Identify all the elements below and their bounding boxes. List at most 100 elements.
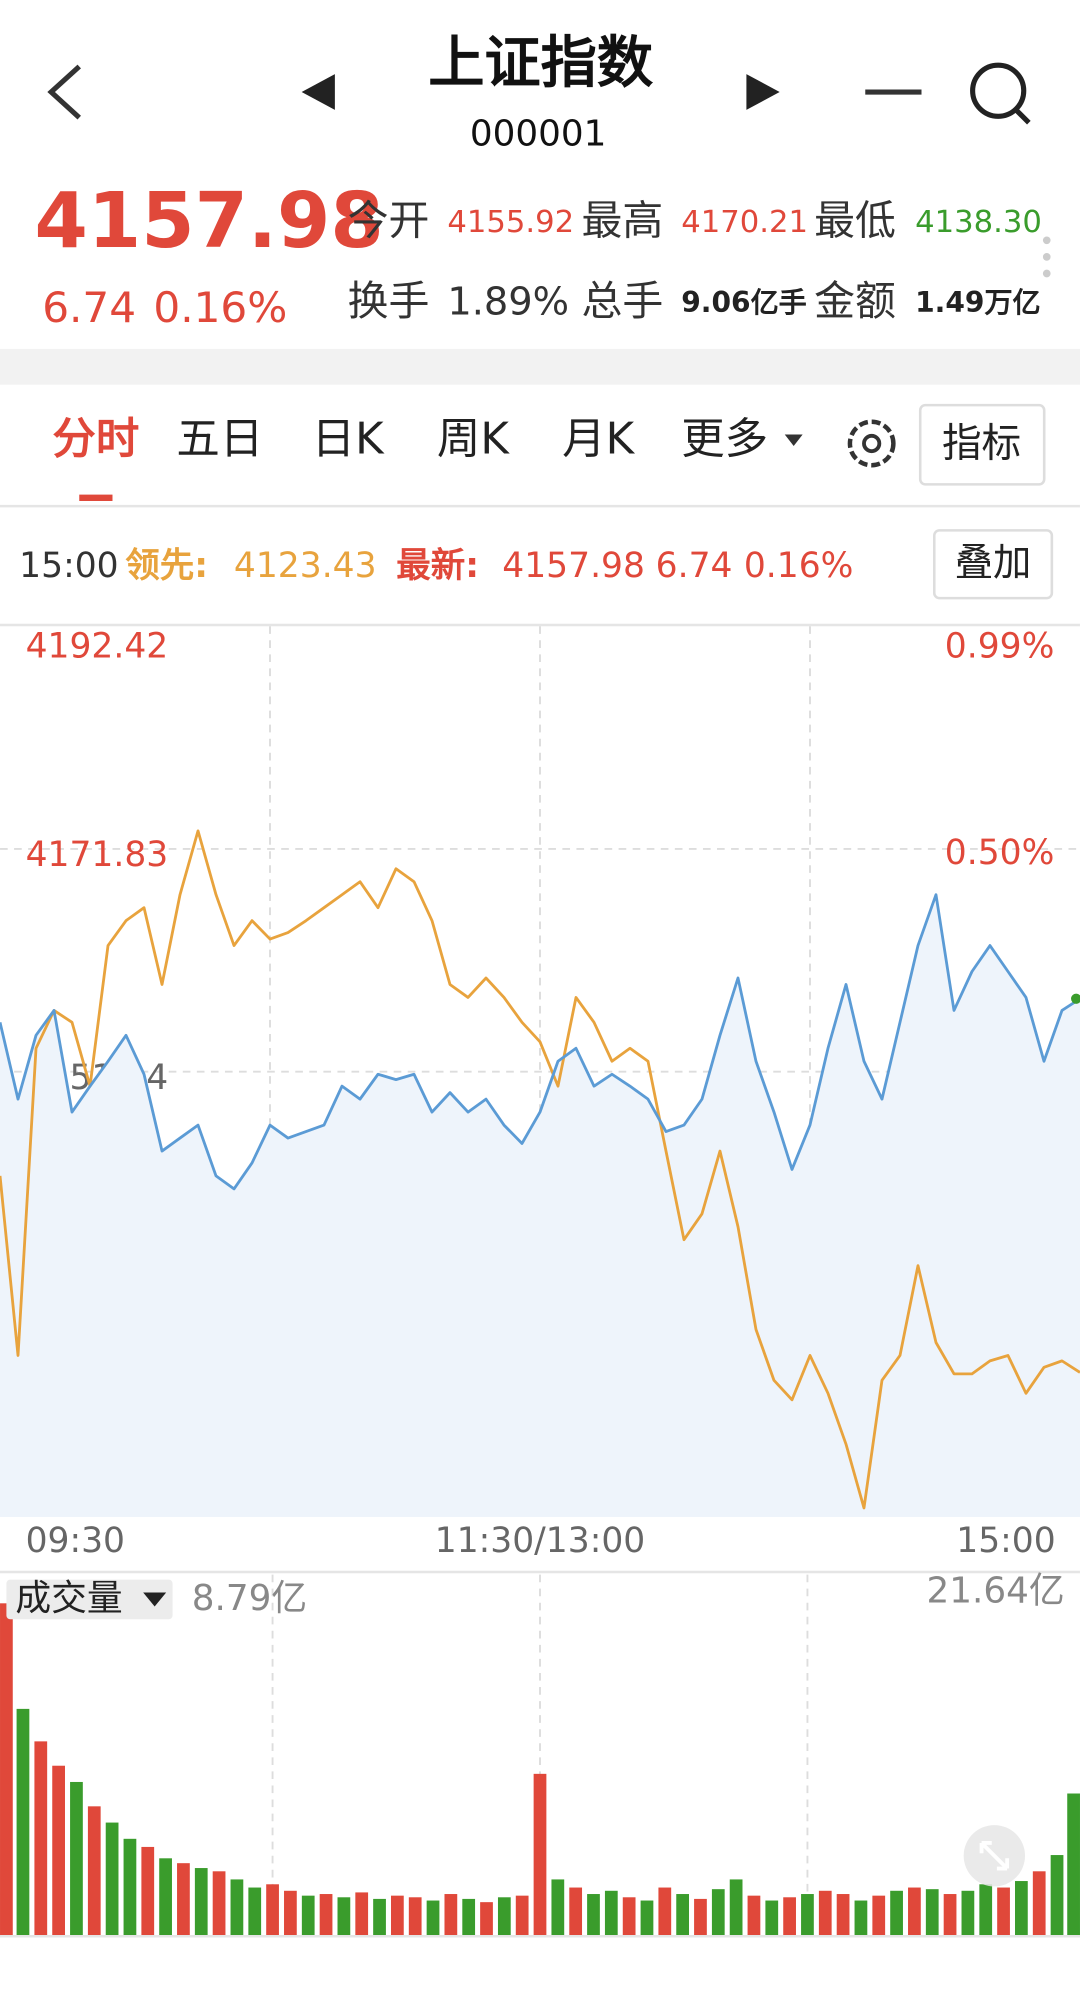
overlay-label: 叠加 bbox=[955, 540, 1032, 585]
price: 4157.98 bbox=[35, 177, 384, 266]
settings-button[interactable] bbox=[847, 419, 896, 468]
latest-change: 6.74 bbox=[656, 546, 733, 586]
tab[interactable]: 周K bbox=[437, 415, 510, 465]
y-tick-label: 4192.42 bbox=[26, 626, 169, 666]
y-tick-label: 4171.83 bbox=[26, 835, 169, 875]
stat-label: 今开 bbox=[348, 197, 430, 245]
volume-bar bbox=[480, 1902, 493, 1937]
volume-bar bbox=[87, 1806, 101, 1937]
volume-bar bbox=[997, 1887, 1010, 1937]
volume-bar bbox=[515, 1895, 529, 1937]
legend-lead: 领先: bbox=[125, 546, 208, 586]
volume-bar bbox=[177, 1863, 190, 1937]
indicator-button[interactable] bbox=[918, 403, 1046, 486]
volume-bar bbox=[569, 1887, 583, 1937]
volume-bar bbox=[34, 1741, 48, 1937]
stat-value: 1.89% bbox=[447, 280, 569, 325]
volume-bar bbox=[818, 1890, 832, 1937]
volume-bar bbox=[533, 1773, 547, 1937]
volume-bar bbox=[248, 1887, 262, 1937]
tab-underline bbox=[79, 494, 113, 501]
indicator-label: 指标 bbox=[942, 421, 1021, 467]
legend-latest: 最新: bbox=[396, 546, 479, 586]
tab[interactable]: 月K bbox=[562, 415, 635, 465]
stat-label: 最高 bbox=[582, 197, 664, 245]
stat-label: 总手 bbox=[582, 277, 664, 325]
y-tick-label: 21.64亿 bbox=[926, 1570, 1064, 1611]
volume-bar bbox=[141, 1846, 155, 1937]
volume-bar bbox=[711, 1889, 725, 1937]
volume-bar bbox=[908, 1887, 921, 1937]
separator bbox=[0, 348, 1080, 385]
stat-label: 换手 bbox=[348, 277, 430, 325]
volume-latest: 8.79亿 bbox=[192, 1578, 307, 1619]
overlay-button[interactable] bbox=[933, 529, 1054, 600]
volume-bar bbox=[1015, 1881, 1028, 1937]
volume-bar bbox=[212, 1871, 226, 1937]
search-button[interactable] bbox=[970, 62, 1031, 125]
y2-tick-label: 0.99% bbox=[945, 626, 1055, 666]
volume-bar bbox=[105, 1822, 119, 1937]
prev-button[interactable] bbox=[301, 74, 335, 110]
volume-bar bbox=[676, 1894, 690, 1937]
line bbox=[0, 893, 1080, 1191]
volume-bar bbox=[961, 1890, 975, 1937]
latest-change-pct: 0.16% bbox=[744, 546, 854, 586]
volume-bar bbox=[426, 1900, 440, 1937]
volume-bar bbox=[587, 1894, 600, 1937]
tab[interactable]: 日K bbox=[312, 415, 385, 465]
price-chart: 09:3011:30/13:0015:004192.424171.834151.… bbox=[0, 626, 1080, 1561]
tab[interactable]: 分时 bbox=[52, 415, 139, 465]
volume-bar bbox=[284, 1890, 297, 1937]
volume-bar bbox=[622, 1897, 636, 1937]
more-dots[interactable] bbox=[1042, 236, 1051, 278]
volume-bar bbox=[872, 1895, 886, 1937]
latest-value: 4157.98 bbox=[502, 546, 645, 586]
volume-bar bbox=[765, 1900, 779, 1937]
volume-bar bbox=[658, 1887, 672, 1937]
volume-bar bbox=[70, 1781, 83, 1937]
volume-bar bbox=[444, 1894, 458, 1937]
volume-bar bbox=[943, 1894, 957, 1937]
volume-bar bbox=[16, 1708, 30, 1937]
area bbox=[0, 894, 1080, 1518]
volume-bar bbox=[1032, 1871, 1046, 1937]
volume-bar bbox=[462, 1898, 476, 1937]
info-time: 15:00 bbox=[19, 546, 118, 586]
volume-bar bbox=[747, 1895, 761, 1937]
volume-bar bbox=[729, 1879, 743, 1937]
volume-bar bbox=[1067, 1793, 1080, 1937]
volume-bar bbox=[801, 1894, 814, 1937]
volume-bar bbox=[355, 1892, 369, 1937]
volume-bar bbox=[551, 1879, 565, 1937]
stat-value: 1.49万亿 bbox=[915, 286, 1041, 319]
lead-value: 4123.43 bbox=[234, 546, 377, 586]
change: 6.74 bbox=[42, 283, 136, 332]
volume-bar bbox=[0, 1603, 13, 1937]
code: 000001 bbox=[470, 113, 607, 154]
volume-selector[interactable] bbox=[6, 1579, 173, 1620]
expand-button[interactable] bbox=[963, 1825, 1026, 1887]
stat-label: 最低 bbox=[814, 197, 896, 245]
volume-bar bbox=[783, 1897, 796, 1937]
volume-bar bbox=[373, 1898, 386, 1937]
volume-bar bbox=[123, 1838, 137, 1937]
stat-value: 4170.21 bbox=[681, 205, 808, 240]
volume-bar bbox=[497, 1897, 511, 1937]
x-tick-label: 15:00 bbox=[956, 1521, 1055, 1561]
next-button[interactable] bbox=[746, 74, 780, 110]
volume-bar bbox=[159, 1858, 172, 1937]
tab[interactable]: 更多 bbox=[681, 415, 768, 465]
tab[interactable]: 五日 bbox=[176, 415, 263, 465]
line bbox=[0, 829, 1080, 1510]
x-tick-label: 11:30/13:00 bbox=[435, 1521, 645, 1561]
more-arrow bbox=[784, 434, 803, 447]
latest-dot bbox=[1071, 993, 1080, 1004]
change-pct: 0.16% bbox=[153, 283, 287, 332]
volume-bar bbox=[694, 1898, 707, 1937]
back-button[interactable] bbox=[47, 64, 81, 120]
volume-bar bbox=[854, 1900, 868, 1937]
y2-tick-label: 0.50% bbox=[945, 833, 1055, 873]
